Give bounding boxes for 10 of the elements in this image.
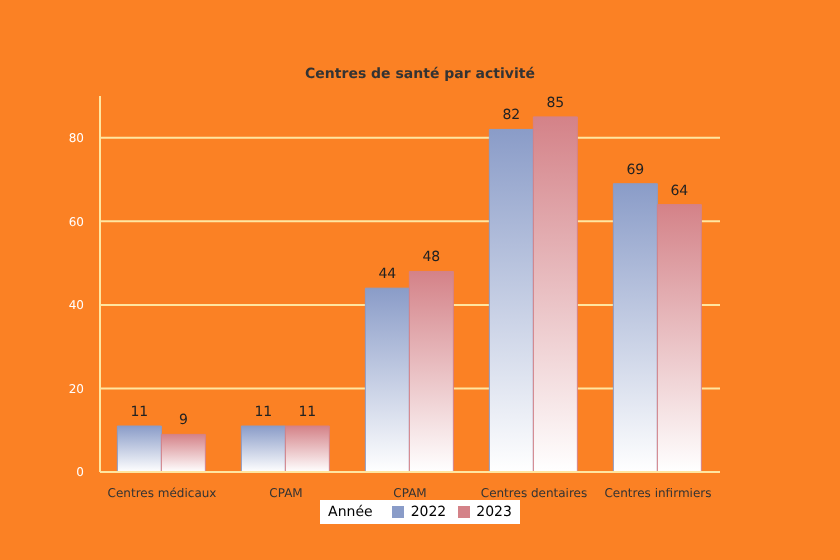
bar — [364, 287, 410, 472]
bar — [284, 425, 330, 472]
bar — [240, 425, 286, 472]
bar — [488, 128, 534, 472]
bar — [116, 425, 162, 472]
bar — [612, 183, 658, 472]
bar — [532, 116, 578, 472]
bar — [408, 270, 454, 472]
bar — [160, 433, 206, 472]
bar — [656, 204, 702, 472]
